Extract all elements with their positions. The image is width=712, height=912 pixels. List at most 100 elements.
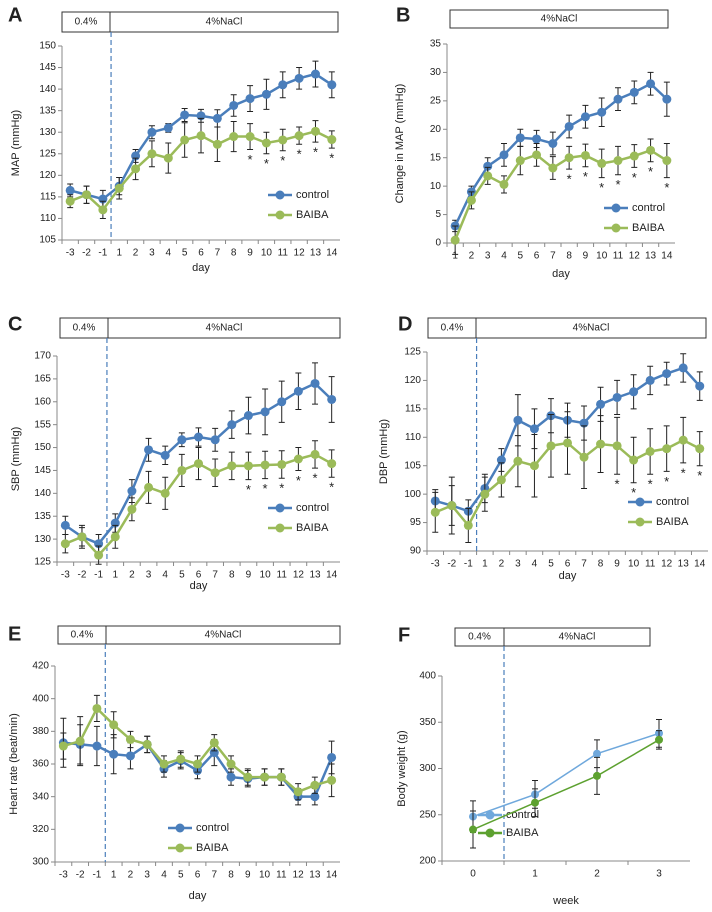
- data-point: [98, 205, 108, 215]
- data-point: [662, 369, 672, 379]
- y-tick-label: 145: [34, 465, 51, 476]
- x-tick-label: -3: [59, 870, 68, 881]
- legend-marker: [175, 823, 185, 833]
- data-point: [109, 720, 119, 730]
- data-point: [65, 196, 75, 206]
- data-point: [82, 190, 92, 200]
- x-tick-label: 2: [128, 870, 134, 881]
- x-tick-label: 2: [594, 869, 600, 880]
- data-point: [613, 94, 623, 104]
- x-tick-label: 12: [293, 870, 305, 881]
- panel: A 0.4% 4%NaCl10511011512012513013514014515…: [8, 4, 340, 274]
- significance-star: *: [615, 477, 620, 492]
- significance-star: *: [681, 465, 686, 480]
- panel-letter: A: [8, 4, 22, 26]
- data-point: [662, 156, 672, 166]
- data-point: [75, 736, 85, 746]
- data-point: [177, 465, 187, 475]
- legend-text: BAIBA: [296, 209, 329, 221]
- x-tick-label: 2: [129, 570, 135, 581]
- x-tick-label: 9: [247, 248, 253, 259]
- phase-label: 0.4%: [73, 323, 96, 334]
- data-point: [92, 741, 102, 751]
- data-point: [159, 759, 169, 769]
- x-tick-label: 7: [215, 248, 221, 259]
- data-point: [678, 435, 688, 445]
- y-tick-label: 160: [34, 396, 51, 407]
- significance-star: *: [264, 156, 269, 171]
- legend-text: control: [296, 502, 329, 514]
- y-tick-label: 300: [419, 763, 436, 774]
- x-axis-title: day: [190, 580, 208, 592]
- data-point: [127, 504, 137, 514]
- x-tick-label: 6: [196, 570, 202, 581]
- y-tick-label: 0: [435, 238, 441, 249]
- data-point: [645, 375, 655, 385]
- data-point: [532, 150, 542, 160]
- data-point: [564, 153, 574, 163]
- y-tick-label: 130: [34, 534, 51, 545]
- y-tick-label: 420: [32, 661, 49, 672]
- data-point: [163, 123, 173, 133]
- y-tick-label: 165: [34, 374, 51, 385]
- panel: C 0.4% 4%NaCl12513013514014515015516016517…: [8, 313, 341, 592]
- data-point: [176, 754, 186, 764]
- legend-marker: [611, 223, 621, 233]
- data-point: [531, 798, 539, 807]
- x-tick-label: 12: [629, 251, 641, 262]
- data-point: [94, 550, 104, 560]
- y-tick-label: 125: [404, 347, 421, 358]
- data-point: [515, 156, 525, 166]
- y-tick-label: 170: [34, 351, 51, 362]
- data-point: [196, 131, 206, 141]
- data-point: [430, 507, 440, 517]
- x-tick-label: 4: [532, 559, 538, 570]
- y-tick-label: 200: [419, 856, 436, 867]
- phase-box: [503, 627, 651, 647]
- x-tick-label: 4: [161, 870, 167, 881]
- data-point: [144, 445, 154, 455]
- phase-label: 0.4%: [468, 632, 491, 643]
- data-point: [483, 161, 493, 171]
- data-point: [513, 456, 523, 466]
- panel-letter: E: [8, 623, 21, 645]
- x-tick-label: -1: [464, 559, 473, 570]
- data-point: [695, 381, 705, 391]
- x-tick-label: -3: [61, 570, 70, 581]
- data-point: [276, 772, 286, 782]
- significance-star: *: [664, 180, 669, 195]
- y-tick-label: 90: [410, 546, 422, 557]
- x-tick-label: 9: [245, 870, 251, 881]
- x-tick-label: 5: [182, 248, 188, 259]
- x-tick-label: 12: [661, 559, 673, 570]
- data-point: [593, 749, 601, 758]
- y-tick-label: 140: [34, 488, 51, 499]
- data-point: [58, 741, 68, 751]
- y-tick-label: 360: [32, 759, 49, 770]
- data-point: [695, 444, 705, 454]
- data-point: [60, 539, 70, 549]
- x-tick-label: 11: [613, 251, 624, 262]
- data-point: [310, 69, 320, 79]
- panel-letter: F: [398, 624, 410, 646]
- data-point: [142, 739, 152, 749]
- y-tick-label: 125: [34, 557, 51, 568]
- x-tick-label: 10: [261, 248, 273, 259]
- legend-text: BAIBA: [656, 516, 689, 528]
- x-tick-label: 13: [309, 570, 321, 581]
- y-tick-label: 300: [32, 857, 49, 868]
- y-tick-label: 115: [405, 403, 421, 414]
- y-tick-label: 380: [32, 726, 49, 737]
- data-point: [327, 459, 337, 469]
- data-point: [160, 488, 170, 498]
- data-point: [278, 135, 288, 145]
- x-tick-label: 11: [276, 870, 287, 881]
- data-point: [327, 80, 337, 90]
- data-point: [147, 127, 157, 137]
- y-tick-label: 110: [40, 213, 56, 224]
- data-point: [180, 135, 190, 145]
- y-tick-label: 400: [419, 671, 436, 682]
- significance-star: *: [312, 471, 317, 486]
- data-point: [163, 153, 173, 163]
